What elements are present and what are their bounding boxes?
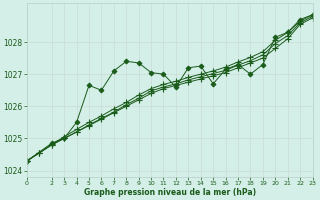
X-axis label: Graphe pression niveau de la mer (hPa): Graphe pression niveau de la mer (hPa) [84, 188, 256, 197]
